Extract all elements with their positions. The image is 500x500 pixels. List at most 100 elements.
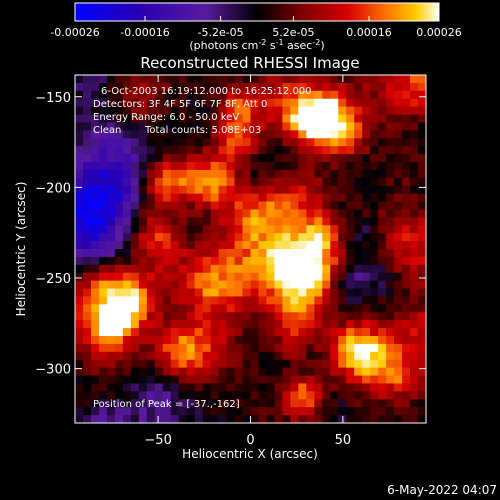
heatmap-cell xyxy=(122,122,132,131)
heatmap-cell xyxy=(170,328,180,337)
heatmap-cell xyxy=(386,106,395,115)
heatmap-cell xyxy=(82,304,92,313)
heatmap-cell xyxy=(386,185,395,195)
heatmap-cell xyxy=(75,209,84,218)
heatmap-cell xyxy=(282,122,291,131)
heatmap-cell xyxy=(386,264,395,274)
heatmap-cell xyxy=(82,217,92,226)
heatmap-cell xyxy=(210,312,219,321)
heatmap-cell xyxy=(314,146,323,155)
heatmap-cell xyxy=(170,146,180,155)
heatmap-cell xyxy=(170,90,180,100)
heatmap-cell xyxy=(274,193,283,202)
heatmap-cell xyxy=(146,90,156,100)
heatmap-cell xyxy=(338,82,347,92)
heatmap-cell xyxy=(354,177,363,187)
heatmap-cell xyxy=(410,264,419,274)
heatmap-cell xyxy=(218,304,227,313)
heatmap-cell xyxy=(234,383,243,392)
heatmap-cell xyxy=(330,177,339,187)
heatmap-cell xyxy=(242,193,251,202)
heatmap-cell xyxy=(202,193,212,202)
heatmap-cell xyxy=(402,233,411,242)
colorbar-tick-label: -0.00026 xyxy=(50,26,99,39)
heatmap-cell xyxy=(402,280,411,289)
heatmap-cell xyxy=(330,114,339,123)
heatmap-cell xyxy=(202,233,212,242)
heatmap-cell xyxy=(346,375,355,384)
heatmap-cell xyxy=(90,280,100,289)
heatmap-cell xyxy=(394,351,403,361)
heatmap-cell xyxy=(114,82,124,92)
heatmap-cell xyxy=(274,98,283,108)
heatmap-cell xyxy=(298,162,307,171)
heatmap-cell xyxy=(386,383,395,392)
heatmap-cell xyxy=(418,114,427,123)
heatmap-cell xyxy=(298,256,307,266)
heatmap-cell xyxy=(242,201,251,210)
heatmap-cell xyxy=(122,383,132,392)
heatmap-cell xyxy=(218,312,227,321)
heatmap-cell xyxy=(386,114,395,123)
heatmap-cell xyxy=(258,399,267,408)
heatmap-cell xyxy=(410,90,419,100)
heatmap-cell xyxy=(186,98,196,108)
heatmap-cell xyxy=(322,359,331,369)
heatmap-cell xyxy=(130,296,140,305)
heatmap-cell xyxy=(226,343,235,353)
heatmap-cell xyxy=(314,138,323,147)
heatmap-cell xyxy=(162,225,172,234)
heatmap-cell xyxy=(258,256,267,266)
heatmap-cell xyxy=(330,169,339,179)
heatmap-cell xyxy=(106,201,116,210)
heatmap-cell xyxy=(354,256,363,266)
heatmap-cell xyxy=(282,201,291,210)
heatmap-cell xyxy=(274,130,283,139)
heatmap-cell xyxy=(226,296,235,305)
heatmap-cell xyxy=(402,209,411,218)
heatmap-cell xyxy=(130,399,140,408)
heatmap-cell xyxy=(138,130,148,139)
heatmap-cell xyxy=(226,162,235,171)
heatmap-cell xyxy=(370,264,379,274)
heatmap-cell xyxy=(306,280,315,289)
heatmap-cell xyxy=(258,162,267,171)
heatmap-cell xyxy=(114,296,124,305)
annotation-clean: Clean xyxy=(93,125,121,136)
heatmap-cell xyxy=(314,185,323,195)
heatmap-cell xyxy=(138,75,148,84)
heatmap-cell xyxy=(122,407,132,416)
heatmap-cell xyxy=(298,407,307,416)
heatmap-cell xyxy=(130,407,140,416)
heatmap-cell xyxy=(210,296,219,305)
heatmap-cell xyxy=(298,217,307,226)
heatmap-cell xyxy=(338,375,347,384)
heatmap-cell xyxy=(306,201,315,210)
heatmap-cell xyxy=(194,272,204,282)
heatmap-cell xyxy=(258,407,267,416)
heatmap-cell xyxy=(394,138,403,147)
heatmap-cell xyxy=(106,241,116,250)
heatmap-cell xyxy=(162,241,172,250)
heatmap-cell xyxy=(90,304,100,313)
heatmap-cell xyxy=(274,154,283,163)
heatmap-cell xyxy=(330,122,339,131)
heatmap-cell xyxy=(146,296,156,305)
heatmap-cell xyxy=(282,225,291,234)
heatmap-cell xyxy=(394,391,403,400)
heatmap-cell xyxy=(282,193,291,202)
heatmap-cell xyxy=(218,249,227,258)
heatmap-cell xyxy=(314,90,323,100)
heatmap-cell xyxy=(290,391,299,400)
heatmap-cell xyxy=(82,154,92,163)
heatmap-cell xyxy=(202,415,212,424)
heatmap-cell xyxy=(290,217,299,226)
heatmap-cell xyxy=(130,320,140,329)
heatmap-cell xyxy=(130,122,140,131)
heatmap-cell xyxy=(418,383,427,392)
heatmap-cell xyxy=(138,375,148,384)
heatmap-cell xyxy=(410,98,419,108)
heatmap-cell xyxy=(226,106,235,115)
heatmap-cell xyxy=(338,280,347,289)
heatmap-cell xyxy=(354,185,363,195)
